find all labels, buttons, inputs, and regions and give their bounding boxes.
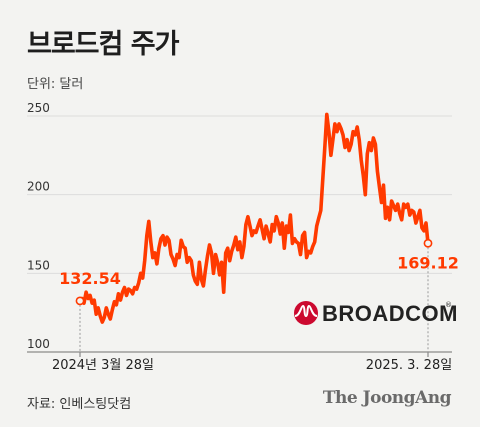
y-tick-label-250: 250 <box>27 101 50 115</box>
start-value-label: 132.54 <box>59 269 121 288</box>
source-label: 자료: 인베스팅닷컴 <box>27 397 132 412</box>
y-tick-labels: 100 150 200 250 <box>27 101 50 351</box>
broadcom-logo-icon <box>294 301 318 325</box>
series-line <box>78 112 430 324</box>
x-tick-label-start: 2024년 3월 28일 <box>52 358 154 373</box>
end-point <box>423 238 433 248</box>
broadcom-logo-text: BROADCOM <box>322 301 458 326</box>
chart-title: 브로드컴 주가 <box>27 29 179 60</box>
y-tick-label-150: 150 <box>27 258 50 272</box>
endpoint-guides <box>79 243 429 357</box>
y-tick-label-100: 100 <box>27 337 50 351</box>
broadcom-logo: BROADCOM ® <box>294 301 458 326</box>
unit-label: 단위: 달러 <box>27 77 84 92</box>
registered-mark: ® <box>445 301 452 309</box>
x-tick-label-end: 2025. 3. 28일 <box>366 358 452 373</box>
end-value-label: 169.12 <box>397 253 459 272</box>
publisher-logo: The JoongAng <box>322 388 452 408</box>
y-tick-label-200: 200 <box>27 180 50 194</box>
start-point <box>75 296 85 306</box>
